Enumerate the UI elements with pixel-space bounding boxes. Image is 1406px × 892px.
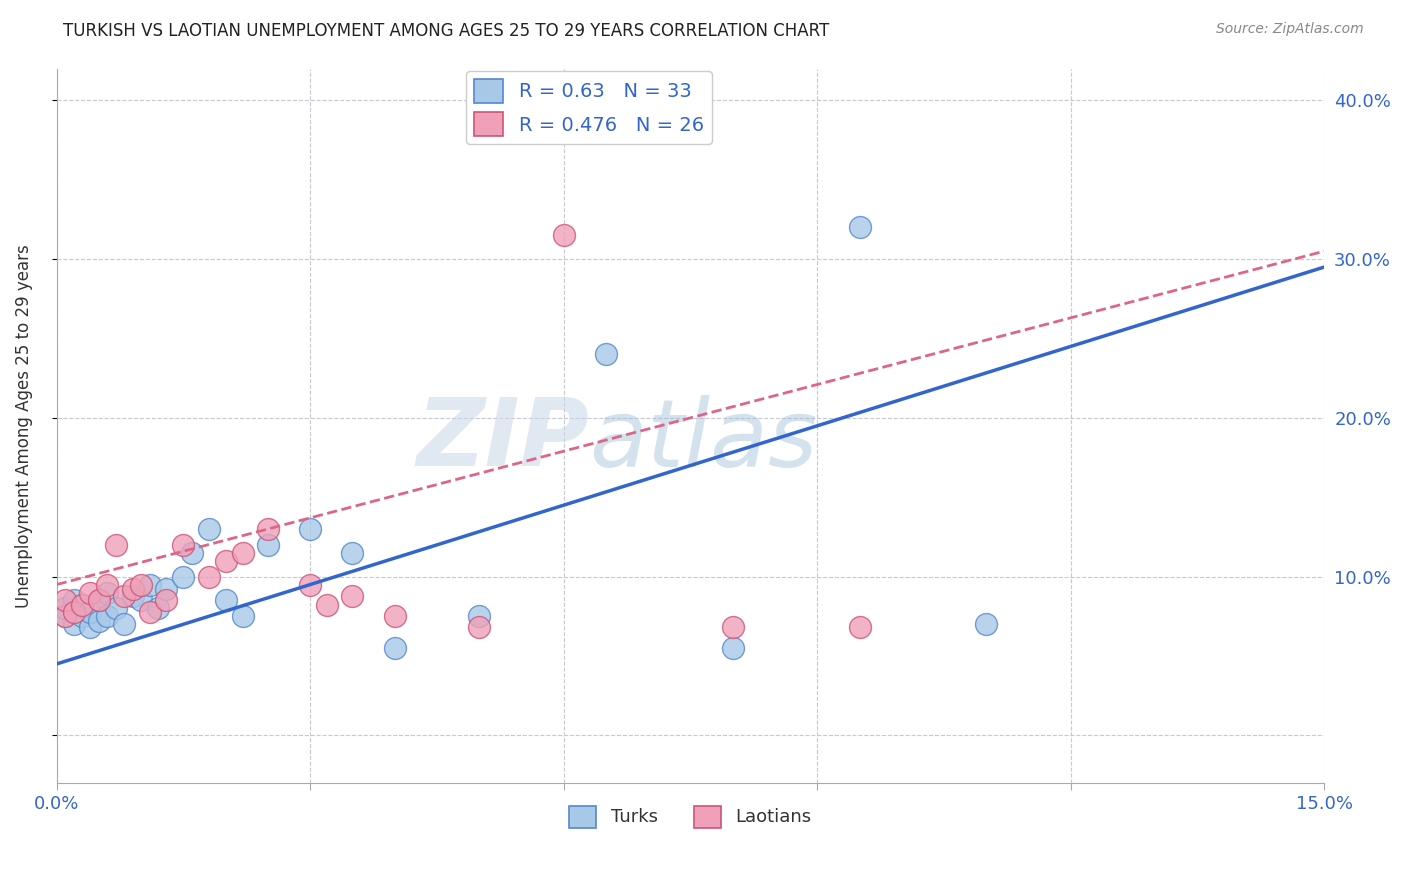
Point [96, 609, 118, 624]
Point [79, 585, 101, 599]
Point [53, 609, 76, 624]
Point [180, 546, 202, 560]
Point [129, 577, 152, 591]
Point [316, 598, 339, 612]
Point [87, 614, 110, 628]
Point [87, 593, 110, 607]
Point [104, 538, 127, 552]
Point [342, 546, 364, 560]
Point [104, 601, 127, 615]
Point [172, 538, 194, 552]
Point [848, 620, 870, 634]
Point [848, 220, 870, 235]
Point [112, 589, 135, 603]
Point [214, 593, 236, 607]
Point [257, 538, 280, 552]
Text: ZIP: ZIP [416, 394, 589, 486]
Point [553, 228, 575, 243]
Point [232, 546, 254, 560]
Point [155, 593, 177, 607]
Point [155, 582, 177, 597]
Point [70, 609, 93, 624]
Point [112, 617, 135, 632]
Point [257, 522, 280, 536]
Point [121, 582, 143, 597]
Point [138, 605, 160, 619]
Point [79, 620, 101, 634]
Text: Source: ZipAtlas.com: Source: ZipAtlas.com [1216, 22, 1364, 37]
Text: TURKISH VS LAOTIAN UNEMPLOYMENT AMONG AGES 25 TO 29 YEARS CORRELATION CHART: TURKISH VS LAOTIAN UNEMPLOYMENT AMONG AG… [63, 22, 830, 40]
Point [197, 569, 219, 583]
Point [62, 593, 84, 607]
Point [87, 593, 110, 607]
Point [595, 347, 617, 361]
Legend: Turks, Laotians: Turks, Laotians [562, 798, 818, 835]
Point [62, 605, 84, 619]
Point [232, 609, 254, 624]
Point [70, 598, 93, 612]
Point [384, 609, 406, 624]
Point [70, 598, 93, 612]
Point [62, 617, 84, 632]
Point [96, 585, 118, 599]
Point [53, 609, 76, 624]
Point [721, 641, 744, 656]
Point [299, 577, 322, 591]
Point [53, 601, 76, 615]
Point [146, 601, 169, 615]
Point [53, 593, 76, 607]
Text: atlas: atlas [589, 394, 817, 485]
Point [172, 569, 194, 583]
Point [96, 577, 118, 591]
Y-axis label: Unemployment Among Ages 25 to 29 years: Unemployment Among Ages 25 to 29 years [15, 244, 32, 607]
Point [138, 577, 160, 591]
Point [197, 522, 219, 536]
Point [129, 593, 152, 607]
Point [214, 554, 236, 568]
Point [468, 620, 491, 634]
Point [121, 589, 143, 603]
Point [79, 605, 101, 619]
Point [299, 522, 322, 536]
Point [342, 589, 364, 603]
Point [976, 617, 998, 632]
Point [721, 620, 744, 634]
Point [384, 641, 406, 656]
Point [468, 609, 491, 624]
